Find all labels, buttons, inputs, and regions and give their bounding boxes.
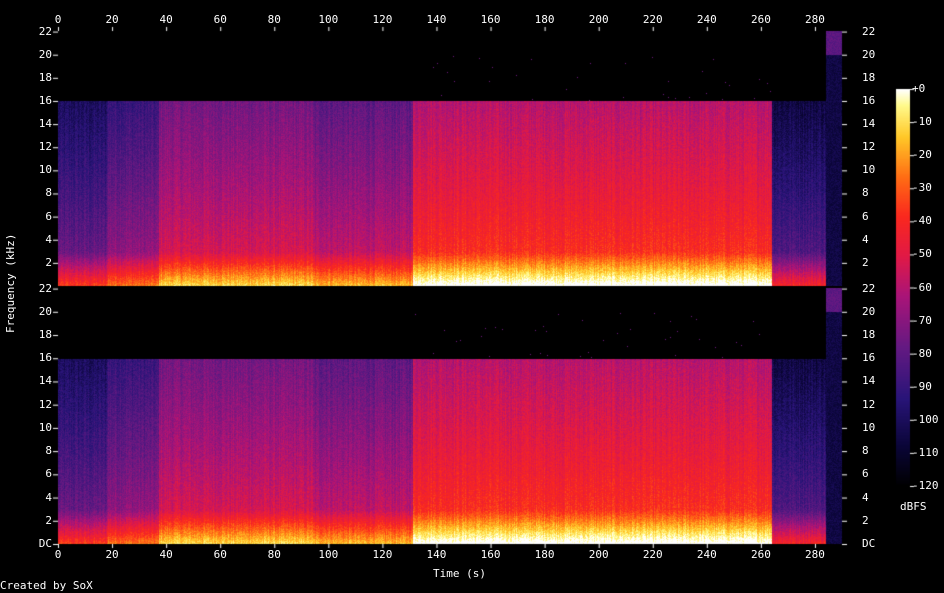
- x-tick-bottom: 240: [696, 548, 717, 561]
- colorbar-tick: -70: [912, 313, 932, 327]
- y-tick-left-top: 16: [38, 93, 52, 107]
- y-tick-right-bottom: 6: [862, 467, 869, 481]
- colorbar-tick: -20: [912, 148, 932, 162]
- y-tick-right-bottom: 22: [862, 281, 876, 295]
- x-tick-bottom: 0: [54, 548, 62, 561]
- y-tick-right-top: 8: [862, 186, 869, 200]
- y-tick-left-top: 22: [38, 24, 52, 38]
- y-tick-left-bottom: 14: [38, 374, 52, 388]
- y-tick-left-bottom: 20: [38, 304, 52, 318]
- y-tick-left-bottom: 6: [45, 467, 52, 481]
- y-tick-right-bottom: 14: [862, 374, 876, 388]
- y-tick-right-bottom: 18: [862, 328, 876, 342]
- y-tick-left-bottom: 16: [38, 351, 52, 365]
- y-tick-right-bottom: DC: [862, 537, 876, 550]
- credit-text: Created by SoX: [0, 579, 93, 592]
- x-tick-top: 60: [213, 13, 227, 26]
- y-tick-left-bottom: 2: [45, 513, 52, 527]
- x-tick-bottom: 280: [805, 548, 825, 561]
- x-tick-top: 160: [480, 13, 501, 26]
- colorbar-tick: +0: [912, 82, 926, 95]
- y-tick-left-top: 18: [38, 70, 52, 84]
- y-tick-left-bottom: 4: [45, 490, 52, 504]
- x-tick-top: 80: [267, 13, 281, 26]
- y-tick-left-bottom: 8: [45, 444, 52, 458]
- y-tick-left-bottom: 22: [38, 281, 52, 295]
- x-tick-top: 40: [159, 13, 173, 26]
- colorbar-tick: -40: [912, 214, 932, 228]
- y-tick-left-top: 8: [45, 186, 52, 200]
- colorbar-tick: -80: [912, 346, 932, 360]
- y-tick-right-top: 18: [862, 70, 876, 84]
- x-axis-label: Time (s): [433, 567, 486, 580]
- y-tick-right-bottom: 2: [862, 513, 869, 527]
- colorbar-tick: -10: [912, 115, 932, 129]
- colorbar-tick: -120: [912, 479, 939, 492]
- x-tick-top: 140: [426, 13, 447, 26]
- x-tick-bottom: 220: [642, 548, 663, 561]
- y-tick-left-bottom: 18: [38, 328, 52, 342]
- x-tick-top: 0: [54, 13, 62, 26]
- x-tick-top: 120: [372, 13, 393, 26]
- colorbar-tick: -100: [912, 412, 939, 426]
- y-tick-right-bottom: 20: [862, 304, 876, 318]
- colorbar-label: dBFS: [900, 500, 927, 513]
- x-tick-bottom: 40: [159, 548, 173, 561]
- x-tick-bottom: 80: [267, 548, 281, 561]
- x-tick-bottom: 120: [372, 548, 393, 561]
- y-tick-right-bottom: 8: [862, 444, 869, 458]
- colorbar-tick: -50: [912, 247, 932, 261]
- y-tick-right-bottom: 4: [862, 490, 869, 504]
- y-tick-left-bottom: 10: [38, 420, 52, 434]
- y-tick-right-bottom: 12: [862, 397, 876, 411]
- y-tick-left-top: 14: [38, 117, 52, 131]
- x-tick-top: 100: [318, 13, 339, 26]
- y-tick-left-top: 2: [45, 255, 52, 269]
- colorbar-tick: -110: [912, 445, 939, 459]
- y-tick-left-bottom: 12: [38, 397, 52, 411]
- y-tick-right-top: 16: [862, 93, 876, 107]
- colorbar-tick: -30: [912, 181, 932, 195]
- y-tick-left-bottom: DC: [38, 537, 52, 550]
- x-tick-top: 20: [105, 13, 119, 26]
- x-tick-bottom: 180: [534, 548, 555, 561]
- y-tick-right-bottom: 16: [862, 351, 876, 365]
- x-tick-bottom: 60: [213, 548, 227, 561]
- y-tick-left-top: 20: [38, 47, 52, 61]
- x-tick-bottom: 20: [105, 548, 119, 561]
- y-tick-right-top: 2: [862, 255, 869, 269]
- x-tick-top: 280: [805, 13, 825, 26]
- y-tick-right-top: 14: [862, 117, 876, 131]
- x-tick-top: 260: [750, 13, 771, 26]
- y-tick-right-top: 10: [862, 163, 876, 177]
- y-tick-left-top: 10: [38, 163, 52, 177]
- y-tick-right-top: 4: [862, 232, 869, 246]
- y-tick-left-top: 4: [45, 232, 52, 246]
- colorbar-tick: -90: [912, 379, 932, 393]
- y-tick-left-top: 12: [38, 140, 52, 154]
- y-tick-right-top: 22: [862, 24, 876, 38]
- colorbar-tick: -60: [912, 280, 932, 294]
- y-axis-label: Frequency (kHz): [4, 233, 17, 333]
- x-tick-bottom: 140: [426, 548, 447, 561]
- y-tick-right-top: 6: [862, 209, 869, 223]
- x-tick-bottom: 160: [480, 548, 501, 561]
- x-tick-top: 180: [534, 13, 555, 26]
- y-tick-right-bottom: 10: [862, 420, 876, 434]
- y-tick-left-top: 6: [45, 209, 52, 223]
- x-tick-top: 200: [588, 13, 609, 26]
- x-tick-bottom: 200: [588, 548, 609, 561]
- y-tick-right-top: 20: [862, 47, 876, 61]
- x-tick-top: 240: [696, 13, 717, 26]
- x-tick-bottom: 260: [750, 548, 771, 561]
- x-tick-top: 220: [642, 13, 663, 26]
- x-tick-bottom: 100: [318, 548, 339, 561]
- y-tick-right-top: 12: [862, 140, 876, 154]
